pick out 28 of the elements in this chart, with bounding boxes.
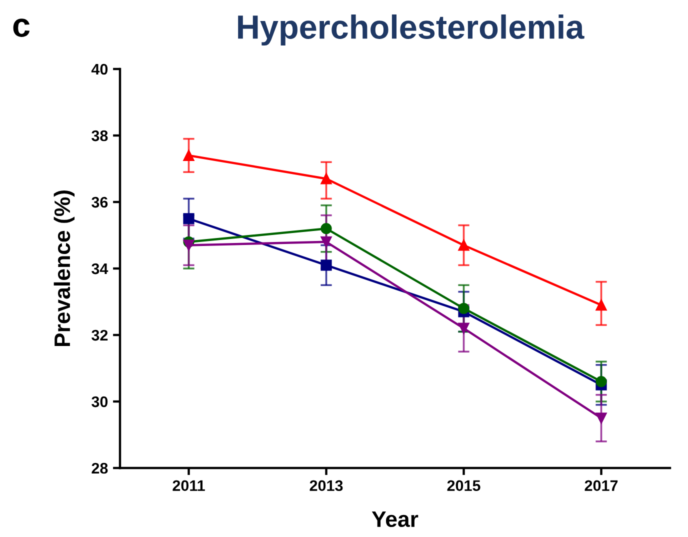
point: [320, 236, 332, 248]
point: [458, 240, 470, 251]
point: [596, 376, 607, 388]
point: [596, 300, 607, 311]
x-axis-title: Year: [372, 512, 418, 528]
y-tick-label: 32: [92, 330, 108, 341]
x-tick-label: 2011: [172, 480, 205, 492]
point: [596, 412, 607, 424]
point: [320, 173, 332, 184]
y-axis-title: Prevalence (%): [54, 190, 75, 346]
x-tick-label: 2017: [584, 480, 618, 492]
y-tick-label: 38: [92, 130, 108, 142]
y-tick-label: 34: [92, 263, 108, 274]
point: [183, 240, 194, 251]
point: [183, 213, 194, 224]
point: [320, 260, 332, 271]
point: [320, 223, 332, 234]
chart-title: Hypercholesterolemia: [238, 14, 584, 46]
point: [458, 322, 470, 334]
point: [183, 150, 194, 162]
text: c: [13, 18, 30, 37]
y-tick-label: 30: [92, 396, 108, 408]
y-tick-label: 40: [91, 64, 108, 75]
point: [458, 302, 470, 314]
y-tick-label: 28: [92, 462, 108, 474]
x-tick-label: 2013: [310, 480, 343, 492]
x-tick-label: 2015: [447, 480, 480, 492]
y-tick-label: 36: [92, 196, 108, 208]
